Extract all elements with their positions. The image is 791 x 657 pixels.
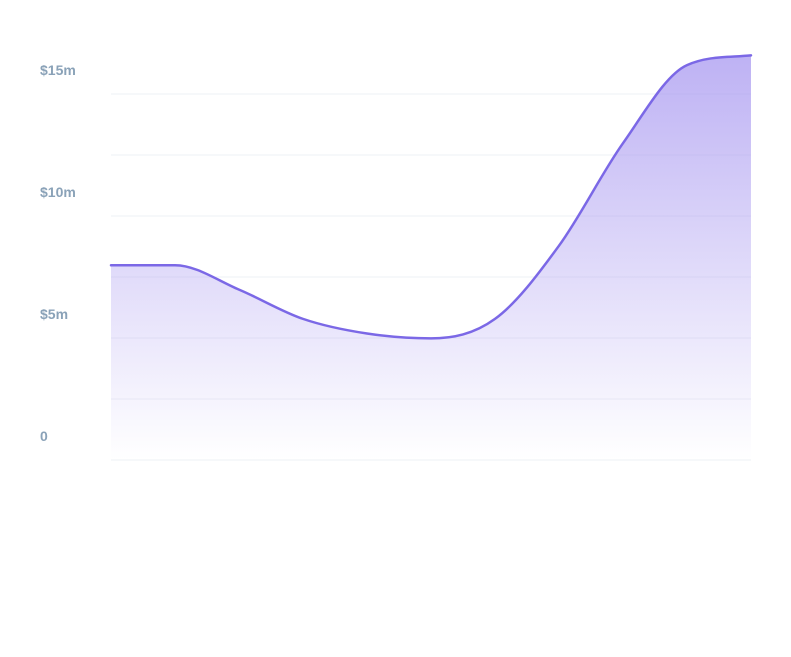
y-tick-label: $15m — [40, 62, 76, 78]
data-point — [300, 316, 306, 322]
y-tick-label: $10m — [40, 184, 76, 200]
area-fill — [111, 55, 751, 461]
series-line — [109, 54, 753, 340]
data-point — [748, 52, 754, 58]
data-point — [428, 335, 434, 341]
data-point — [684, 62, 690, 68]
data-point — [492, 316, 498, 322]
data-point — [556, 243, 562, 249]
data-point — [172, 262, 178, 268]
data-point — [620, 140, 626, 146]
data-point — [364, 331, 370, 337]
y-tick-label: $5m — [40, 306, 68, 322]
y-axis: $15m $10m $5m 0 — [40, 62, 76, 444]
data-point — [236, 287, 242, 293]
y-tick-label: 0 — [40, 428, 48, 444]
data-point — [108, 262, 114, 268]
